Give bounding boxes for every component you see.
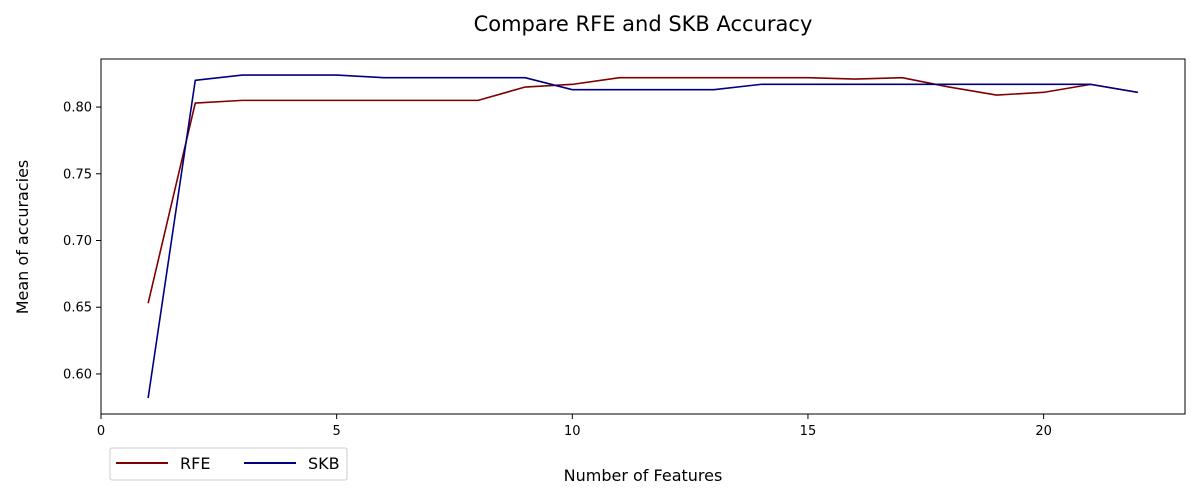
y-tick-label: 0.75 [63, 167, 92, 182]
y-tick-label: 0.70 [63, 234, 92, 249]
y-tick-label: 0.60 [63, 367, 92, 382]
x-tick-label: 20 [1035, 424, 1052, 439]
series-line-skb [147, 74, 1139, 399]
x-tick-label: 10 [564, 424, 581, 439]
plot-frame [100, 58, 1186, 415]
y-tick-label: 0.65 [63, 301, 92, 316]
y-axis-title: Mean of accuracies [13, 160, 32, 315]
x-tick-label: 0 [97, 424, 105, 439]
chart-title: Compare RFE and SKB Accuracy [474, 12, 813, 36]
x-tick-label: 15 [800, 424, 817, 439]
legend-label-rfe: RFE [180, 454, 210, 473]
y-tick-label: 0.80 [63, 101, 92, 116]
legend-label-skb: SKB [308, 454, 340, 473]
legend: RFE SKB [109, 447, 348, 481]
y-axis: 0.60 0.65 0.70 0.75 0.80 [63, 101, 101, 382]
plot-area [100, 58, 1186, 415]
x-axis-title: Number of Features [564, 466, 723, 485]
legend-frame [109, 447, 348, 481]
series-lines [147, 74, 1139, 399]
series-line-rfe [147, 76, 1139, 304]
x-tick-label: 5 [333, 424, 341, 439]
x-axis: 0 5 10 15 20 [97, 414, 1052, 439]
